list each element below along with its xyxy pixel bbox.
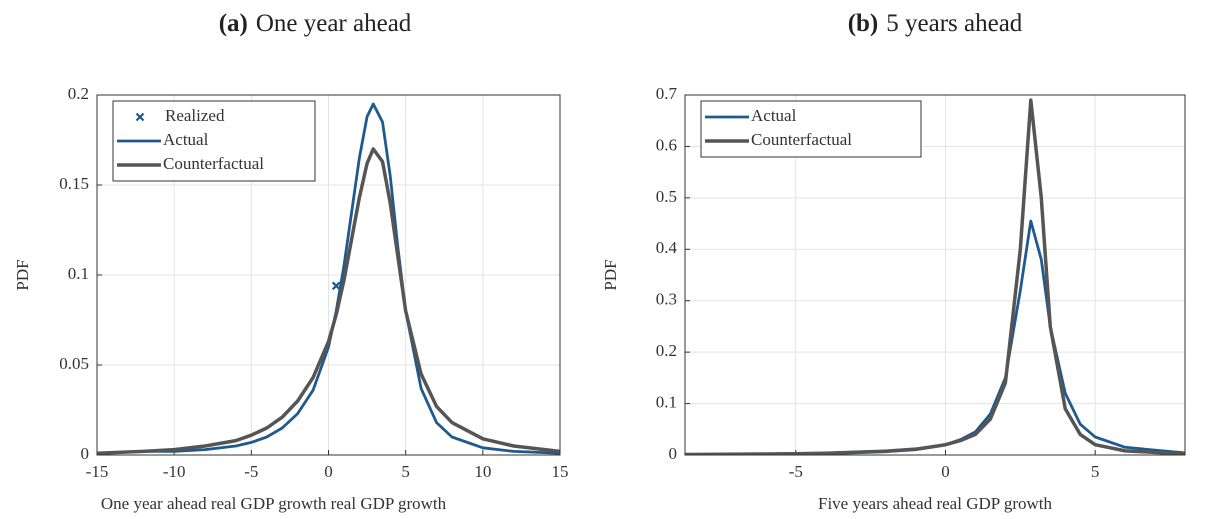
- chart-panel: (a) One year ahead -15 -10 -5 0 5 10 15 0 0.05 0.1 0…: [13, 10, 569, 513]
- x-axis-label: Five years ahead real GDP growth: [818, 494, 1052, 513]
- panel-label: (b): [848, 10, 879, 37]
- title-text: One year ahead: [256, 10, 412, 37]
- legend-label: Counterfactual: [751, 130, 852, 149]
- legend-box: [700, 100, 922, 158]
- x-tick-label: -5: [244, 462, 258, 481]
- y-tick-label: 0: [669, 444, 678, 463]
- y-axis-label: PDF: [601, 259, 620, 290]
- y-tick-label: 0.3: [656, 290, 677, 309]
- y-tick-label: 0.05: [59, 354, 89, 373]
- x-tick-label: 5: [1091, 462, 1100, 481]
- plot-frame: [96, 94, 561, 456]
- plot-frame: [684, 94, 1186, 456]
- y-tick-label: 0.5: [656, 187, 677, 206]
- data-line: [685, 98, 1185, 455]
- y-tick-label: 0: [81, 444, 90, 463]
- chart-title: (b) 5 years ahead: [848, 10, 1023, 37]
- y-axis-label: PDF: [13, 259, 32, 290]
- x-axis-label: One year ahead real GDP growth real GDP …: [101, 494, 447, 513]
- data-line: [97, 147, 560, 455]
- legend-label: Counterfactual: [163, 154, 264, 173]
- y-tick-label: 0.7: [656, 84, 678, 103]
- data-point: [331, 281, 341, 291]
- y-tick-label: 0.2: [68, 84, 89, 103]
- x-tick-label: 10: [474, 462, 491, 481]
- y-tick-label: 0.15: [59, 174, 89, 193]
- legend-marker: [135, 112, 145, 122]
- legend-label: Actual: [163, 130, 209, 149]
- y-tick-label: 0.2: [656, 341, 677, 360]
- title-text: 5 years ahead: [886, 10, 1023, 37]
- x-tick-label: 0: [324, 462, 333, 481]
- y-tick-label: 0.1: [68, 264, 89, 283]
- chart-title: (a) One year ahead: [219, 10, 412, 37]
- data-line: [97, 102, 560, 455]
- y-tick-label: 0.4: [656, 238, 678, 257]
- y-tick-label: 0.1: [656, 392, 677, 411]
- panel-label: (a): [219, 10, 248, 37]
- x-tick-label: 0: [941, 462, 950, 481]
- legend-label: Actual: [751, 106, 797, 125]
- x-tick-label: 15: [552, 462, 569, 481]
- x-tick-label: -15: [86, 462, 109, 481]
- legend-label: Realized: [165, 106, 225, 125]
- y-tick-label: 0.6: [656, 135, 677, 154]
- x-tick-label: -10: [163, 462, 186, 481]
- chart-panel: (b) 5 years ahead -5 0 5 0 0.1 0.2 0.3 0.4 0.5 0.6 0…: [601, 10, 1186, 513]
- x-tick-label: 5: [401, 462, 410, 481]
- x-tick-label: -5: [789, 462, 803, 481]
